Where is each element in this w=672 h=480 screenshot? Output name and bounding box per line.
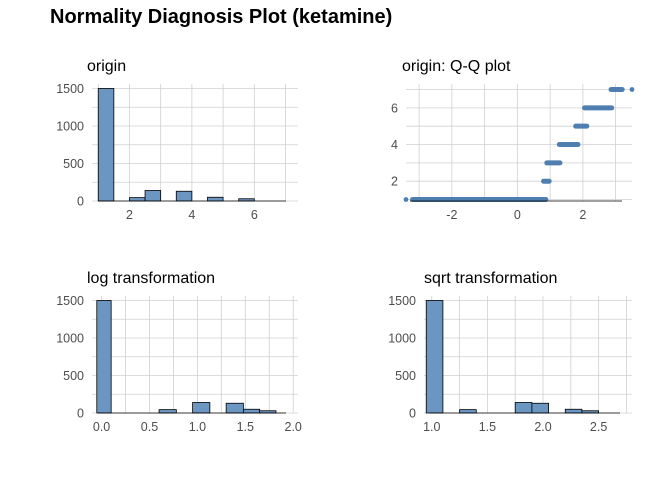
sqrt-x-tick-label: 2.5	[590, 420, 607, 434]
qq-plot-area: -2 0 2 2 4 6	[391, 84, 635, 222]
log-histogram-bar-0	[96, 300, 112, 414]
origin-histogram-bar-4	[207, 196, 224, 202]
origin-x-tick-label: 6	[251, 208, 258, 222]
sqrt-x-tick-label: 1.5	[479, 420, 496, 434]
origin-x-tick-label: 4	[188, 208, 195, 222]
sqrt-histogram-bar-3	[531, 402, 549, 414]
log-histogram-bar-4	[242, 408, 261, 414]
sqrt-y-tick-label: 0	[409, 407, 416, 421]
log-histogram-bar-3	[225, 402, 244, 414]
origin-y-tick-label: 0	[77, 195, 84, 209]
sqrt-y-tick-label: 1000	[388, 332, 416, 346]
qq-y-tick-label: 2	[391, 175, 398, 189]
sqrt-y-tick-label: 500	[395, 369, 416, 383]
origin-histogram-bar-3	[175, 190, 193, 202]
figure-title: Normality Diagnosis Plot (ketamine)	[50, 6, 392, 28]
sqrt-histogram-bar-0	[425, 300, 444, 414]
log-x-tick-label: 0.0	[93, 420, 110, 434]
origin-y-tick-label: 1500	[56, 82, 84, 96]
qq-y-tick-label: 4	[391, 138, 398, 152]
origin-y-tick-label: 1000	[56, 120, 84, 134]
sqrt-x-tick-label: 2.0	[534, 420, 551, 434]
sqrt-y-tick-label: 1500	[388, 294, 416, 308]
panel-origin-histogram: origin 2 4 6 0 500 1000 1500	[56, 58, 298, 222]
sqrt-histogram-bar-4	[564, 408, 583, 414]
qq-point-0	[403, 197, 409, 202]
sqrt-histogram-plot-area: 1.0 1.5 2.0 2.5 0 500 1000 1500	[388, 294, 632, 434]
log-y-tick-label: 1000	[56, 332, 84, 346]
log-x-tick-label: 0.5	[141, 420, 158, 434]
log-x-tick-label: 1.0	[189, 420, 206, 434]
panel-origin-qq-plot: origin: Q-Q plot -2 0 2 2 4 6	[391, 58, 635, 222]
sqrt-histogram-bar-1	[459, 409, 477, 414]
sqrt-histogram-bar-2	[514, 402, 533, 414]
panel-title-origin: origin	[87, 58, 126, 75]
panel-title-sqrt: sqrt transformation	[424, 270, 557, 287]
qq-y-tick-label: 6	[391, 101, 398, 115]
panel-log-transformation: log transformation 0.0 0.5 1.0 1.5 2.0 0 500 10…	[56, 270, 302, 434]
origin-histogram-bar-2	[144, 190, 162, 202]
origin-histogram-bar-0	[97, 88, 115, 202]
origin-x-tick-label: 2	[126, 208, 133, 222]
qq-x-tick-label: -2	[446, 208, 457, 222]
log-y-tick-label: 0	[77, 407, 84, 421]
qq-points	[403, 87, 635, 203]
log-histogram-plot-area: 0.0 0.5 1.0 1.5 2.0 0 500 1000 1500	[56, 294, 302, 434]
log-y-tick-label: 1500	[56, 294, 84, 308]
origin-histogram-plot-area: 2 4 6 0 500 1000 1500	[56, 82, 298, 222]
log-y-tick-label: 500	[63, 369, 84, 383]
qq-x-tick-label: 2	[579, 208, 586, 222]
panel-title-qq: origin: Q-Q plot	[402, 58, 511, 75]
origin-histogram-bar-1	[129, 197, 146, 202]
log-x-tick-label: 2.0	[285, 420, 302, 434]
qq-x-tick-label: 0	[514, 208, 521, 222]
origin-y-tick-label: 500	[63, 157, 84, 171]
panel-title-log: log transformation	[87, 270, 215, 287]
log-x-tick-label: 1.5	[237, 420, 254, 434]
log-histogram-bar-1	[158, 409, 177, 414]
qq-point-1	[629, 87, 635, 92]
log-histogram-bar-2	[192, 402, 211, 414]
panel-sqrt-transformation: sqrt transformation 1.0 1.5 2.0 2.5 0 500 1000…	[388, 270, 632, 434]
sqrt-x-tick-label: 1.0	[423, 420, 440, 434]
